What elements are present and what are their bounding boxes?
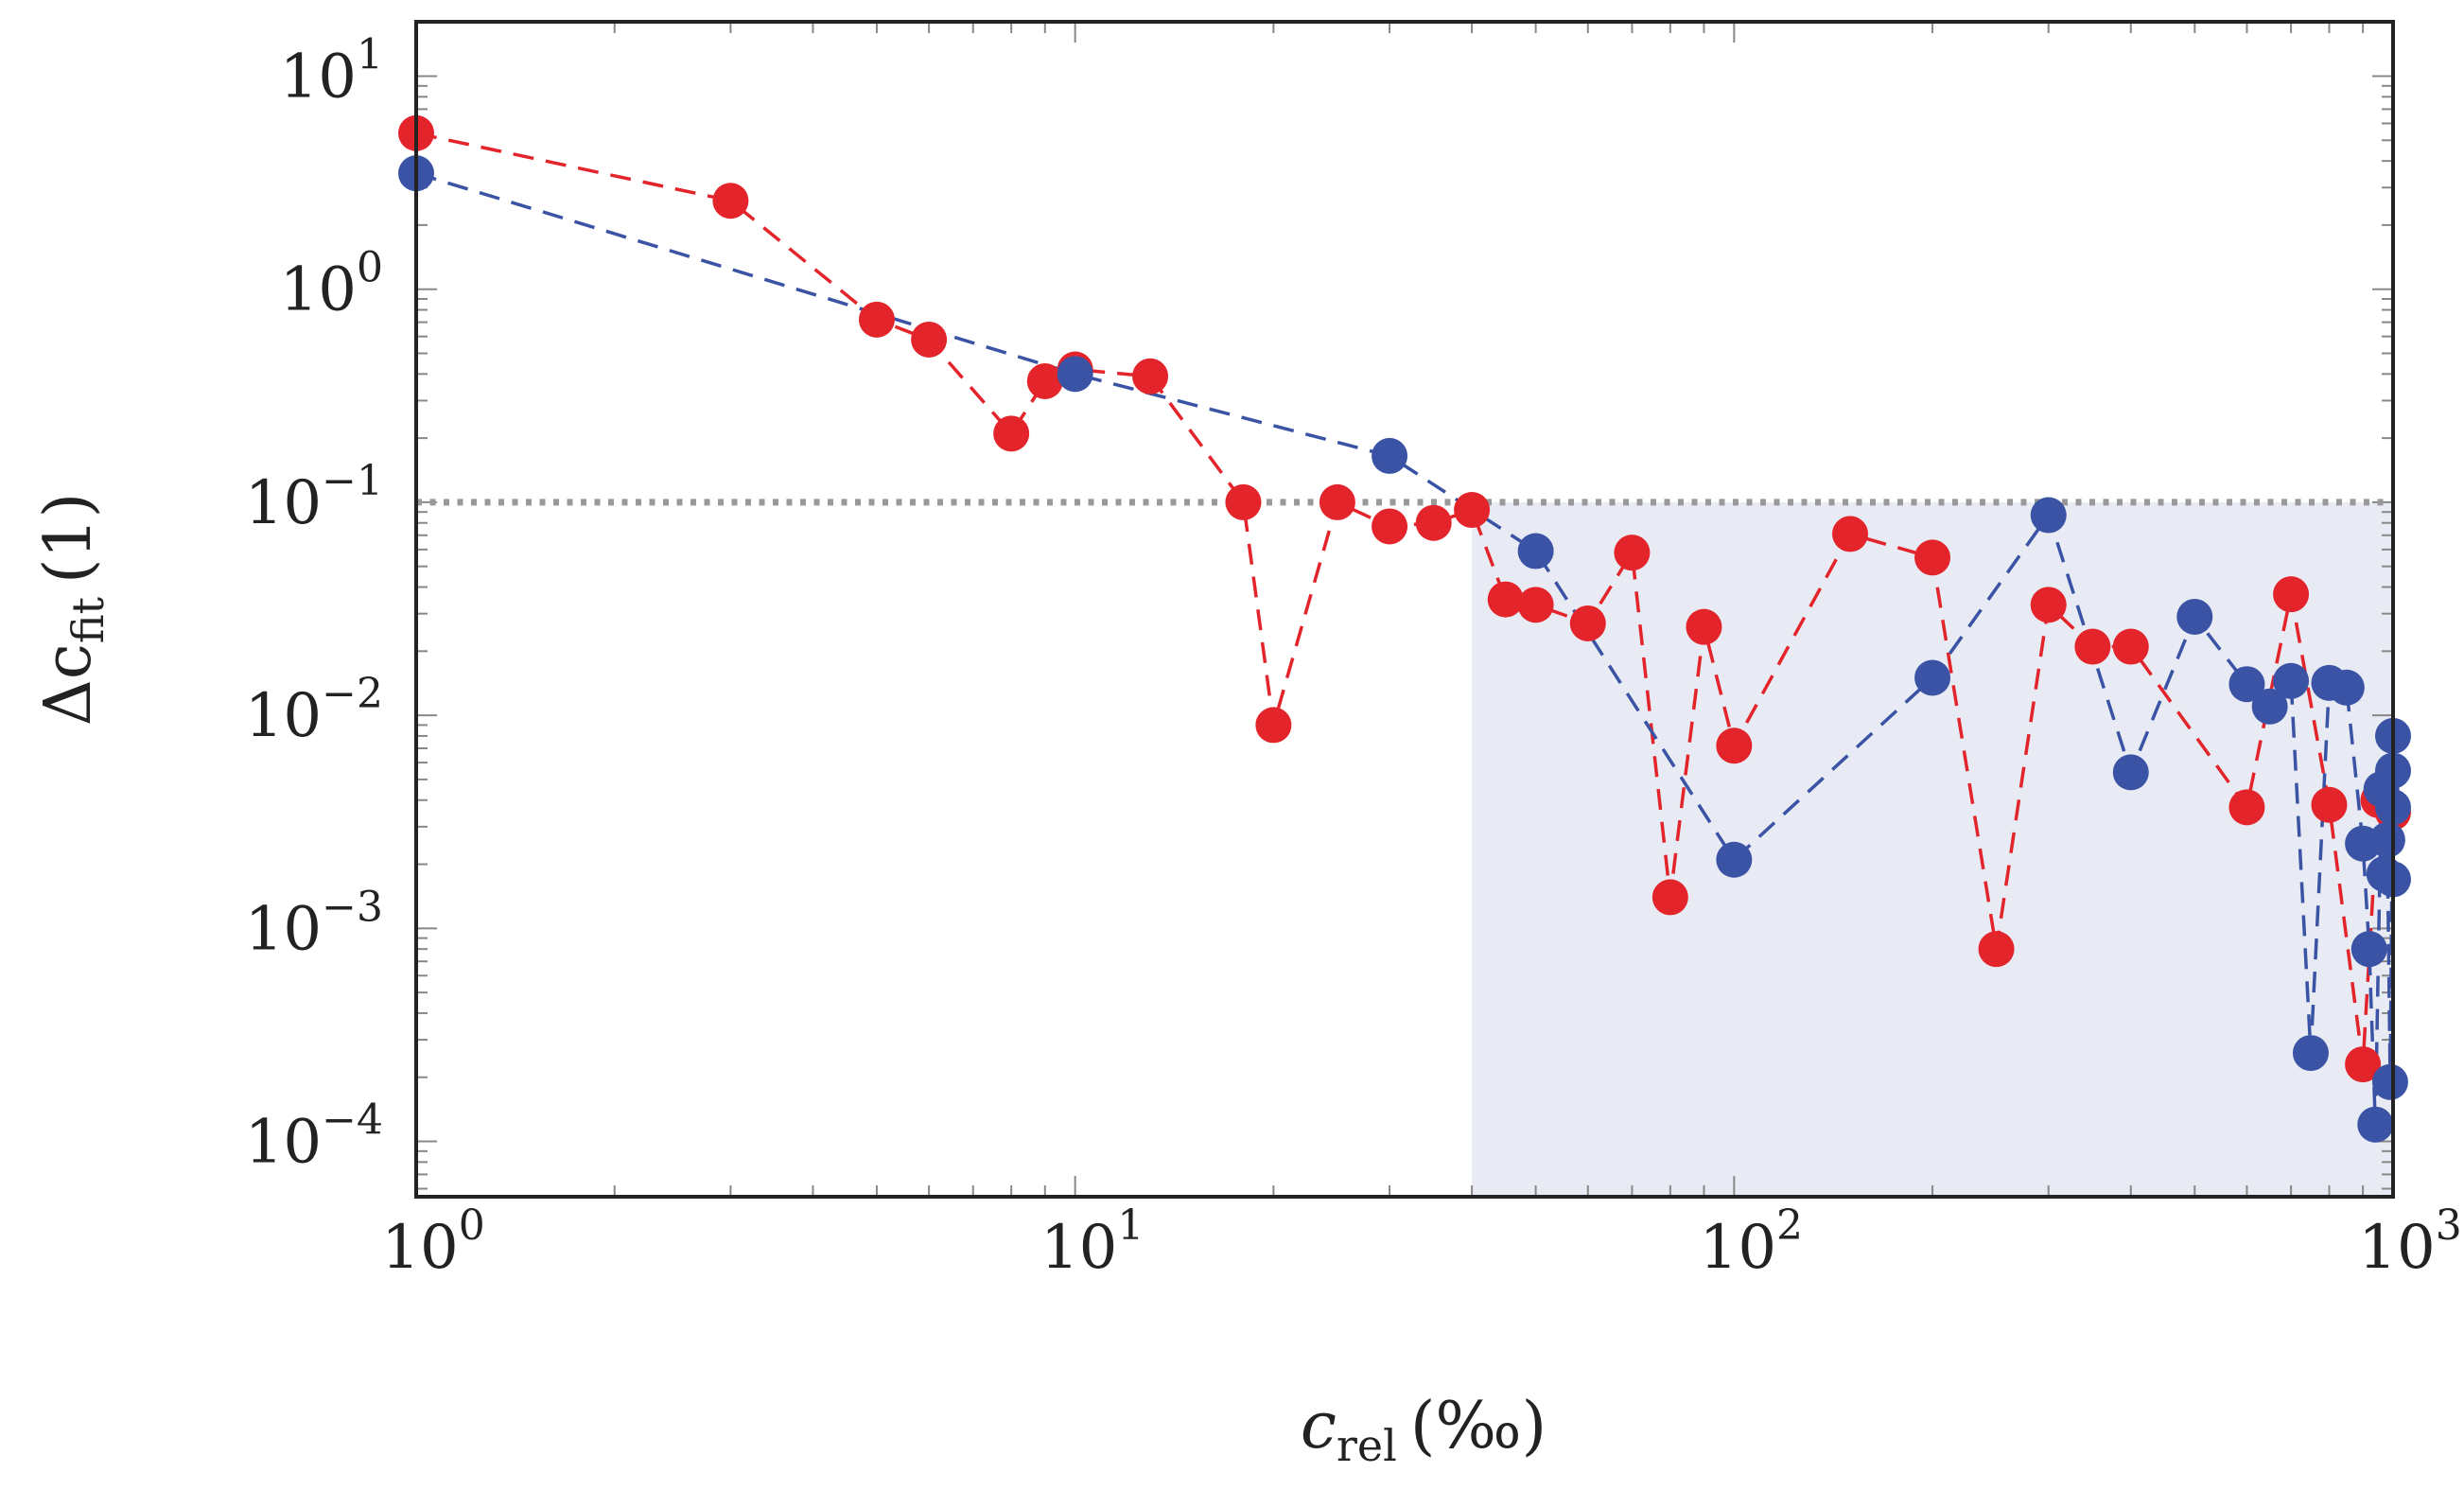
red-point [911,321,948,358]
background-layer [1472,501,2393,1197]
blue-point [1057,356,1093,393]
red-point [1614,535,1651,571]
y-tick-label: 100 [280,244,383,325]
tick-exponent: −4 [322,1096,383,1145]
red-point [1255,707,1292,744]
y-axis-title-base: Δc [31,643,106,726]
red-point [2074,628,2111,665]
red-point [2112,628,2149,665]
blue-point [1517,533,1554,570]
blue-point [2228,666,2265,703]
red-point [1319,483,1355,520]
series-points-layer [398,114,2411,1143]
x-axis-title-base: c [1301,1389,1337,1464]
blue-point [1372,437,1408,474]
tick-base: 10 [280,42,357,112]
tick-base: 10 [245,468,322,538]
x-tick-label: 103 [2358,1201,2461,1283]
tick-exponent: 3 [2436,1201,2462,1250]
tick-exponent: −1 [322,457,383,505]
red-point [1372,508,1408,545]
red-point [1415,504,1452,541]
x-tick-label: 101 [1040,1201,1144,1283]
red-point [1651,879,1688,916]
y-tick-label: 10−3 [245,883,383,964]
tick-base: 10 [381,1213,458,1283]
red-point [1716,727,1753,764]
red-point [712,183,749,219]
red-point [1686,608,1722,645]
blue-point [2251,688,2288,725]
red-point [1225,483,1262,520]
red-point [2273,576,2310,613]
y-axis-title-sub: fit [62,596,114,643]
y-tick-label: 10−1 [245,457,383,538]
red-point [2311,786,2348,823]
red-point [1914,539,1951,576]
red-point [2345,1046,2382,1083]
blue-point [2328,669,2365,706]
tick-exponent: 2 [1776,1201,1803,1250]
tick-exponent: −2 [322,670,383,718]
tick-base: 10 [2358,1213,2435,1283]
red-point [858,301,895,338]
blue-point [1716,841,1753,878]
blue-point [2176,598,2213,635]
tick-base: 10 [280,255,357,325]
red-point [1487,581,1524,618]
blue-point [2357,1106,2394,1143]
frame-layer [414,20,2395,1199]
blue-point [2350,931,2387,968]
red-point [993,415,1030,452]
blue-point [1914,659,1951,696]
y-tick-label: 10−2 [245,670,383,751]
red-point [1132,358,1169,394]
blue-series-line [415,171,2395,1125]
red-point [1978,931,2015,968]
blue-point [2112,754,2149,791]
x-axis-title-unit: (‰) [1410,1389,1547,1464]
x-axis-title: crel (‰) [1301,1389,1547,1471]
tick-exponent: −3 [322,883,383,931]
y-tick-label: 10−4 [245,1096,383,1178]
red-point [1454,492,1491,529]
tick-exponent: 0 [459,1201,485,1250]
red-point [1569,605,1606,641]
plot-frame [414,20,2395,1199]
tick-base: 10 [1700,1213,1776,1283]
x-tick-label: 100 [381,1201,484,1283]
tick-base: 10 [245,894,322,964]
red-point [1832,516,1869,552]
x-tick-label: 102 [1700,1201,1803,1283]
red-point [1026,362,1063,399]
y-axis-title-unit: (1) [31,493,106,584]
red-point [2228,789,2265,826]
x-axis-title-sub: rel [1337,1420,1397,1471]
tick-base: 10 [1040,1213,1117,1283]
tick-exponent: 1 [357,30,383,79]
blue-point [2273,662,2310,699]
tick-exponent: 0 [357,244,383,292]
blue-point [2292,1035,2329,1072]
y-tick-label: 101 [280,30,383,112]
blue-point [2371,1063,2408,1100]
y-axis-title-group: Δcfit (1) [31,493,114,727]
y-axis-title: Δcfit (1) [31,493,114,727]
blue-point [2368,821,2405,858]
shaded-region [1472,501,2393,1197]
red-point [1517,587,1554,623]
tick-base: 10 [245,1108,322,1178]
tick-exponent: 1 [1117,1201,1144,1250]
red-point [2030,587,2067,623]
blue-point [2030,497,2067,534]
tick-base: 10 [245,681,322,751]
